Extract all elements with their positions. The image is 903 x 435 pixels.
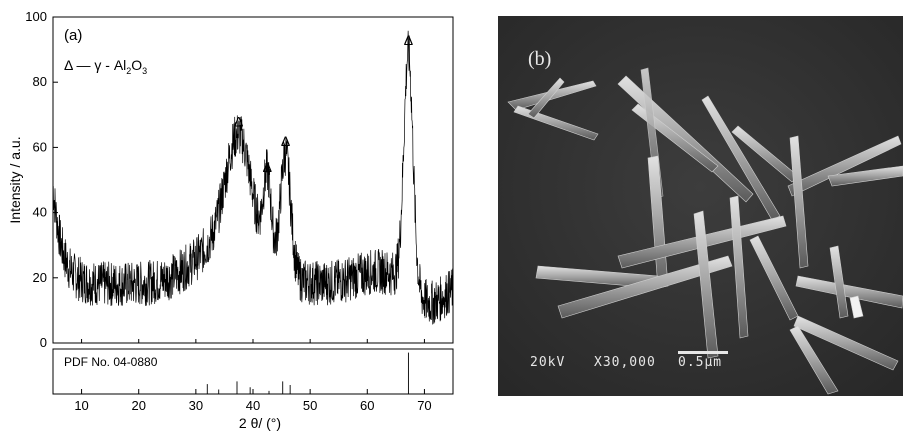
x-tick-label: 20	[131, 398, 145, 413]
y-axis-ticks: 0 20 40 60 80 100	[25, 9, 58, 350]
x-axis-label: 2 θ/ (°)	[239, 415, 281, 431]
x-tick-label: 70	[417, 398, 431, 413]
y-tick-label: 80	[33, 74, 47, 89]
peak-marker: Δ	[234, 113, 243, 129]
y-tick-label: 60	[33, 139, 47, 154]
y-axis-label: Intensity / a.u.	[7, 136, 23, 223]
sem-particles	[498, 16, 903, 396]
sem-magnification: X30,000	[594, 355, 656, 370]
x-tick-label: 30	[189, 398, 203, 413]
y-tick-label: 20	[33, 270, 47, 285]
sem-needles	[507, 67, 903, 395]
phase-legend: Δ — γ - Al2O3	[64, 57, 147, 76]
scale-bar	[678, 351, 728, 354]
peak-marker: Δ	[404, 32, 413, 48]
peak-marker: Δ	[263, 159, 272, 175]
legend-symbol: Δ	[64, 57, 73, 73]
peak-marker: Δ	[281, 133, 290, 149]
panel-b-label: (b)	[528, 48, 552, 70]
x-tick-label: 10	[74, 398, 88, 413]
legend-phase-prefix: γ - Al	[94, 57, 126, 73]
sem-scale-label: 0.5μm	[678, 355, 723, 370]
xrd-series-line	[52, 30, 454, 325]
sem-voltage: 20kV	[530, 355, 566, 370]
x-axis-ticks: 10 20 30 40 50 60 70	[74, 339, 432, 413]
x-tick-label: 40	[246, 398, 260, 413]
y-tick-label: 40	[33, 205, 47, 220]
panel-a-label: (a)	[64, 27, 82, 44]
x-tick-label: 60	[360, 398, 374, 413]
legend-dash: —	[76, 57, 90, 73]
sem-image: (b) 20kV X30,000 0.5μm	[498, 16, 903, 396]
legend-sub-2: 3	[142, 66, 147, 76]
reference-lines	[206, 352, 409, 394]
y-tick-label: 0	[40, 335, 47, 350]
reference-label: PDF No. 04-0880	[64, 355, 158, 369]
x-tick-label: 50	[303, 398, 317, 413]
legend-mid: O	[131, 57, 142, 73]
y-tick-label: 100	[25, 9, 47, 24]
legend-sub-1: 2	[126, 66, 131, 76]
